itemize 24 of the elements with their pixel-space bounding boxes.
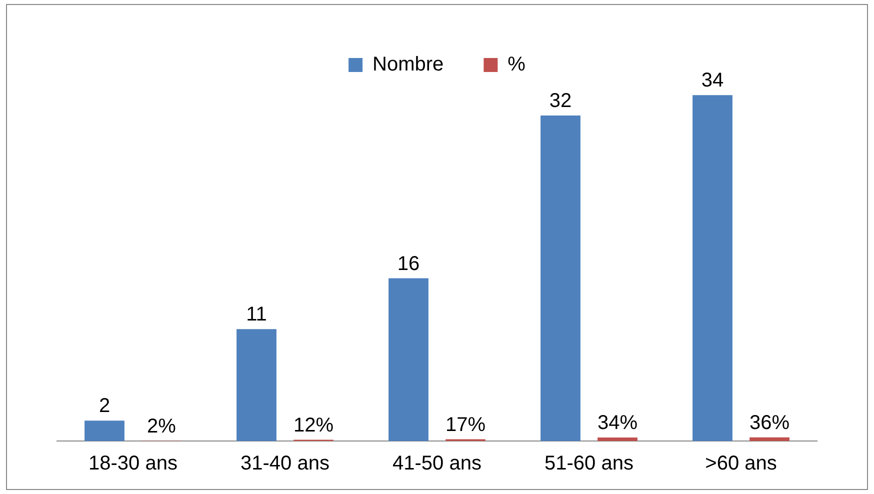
data-label: 32 [549, 90, 572, 112]
legend-label: Nombre [372, 54, 444, 76]
bar [598, 438, 638, 441]
x-tick-label: >60 ans [705, 452, 777, 475]
data-label: 17% [445, 414, 486, 436]
x-tick-label: 51-60 ans [544, 452, 634, 475]
data-label: 11 [246, 304, 267, 326]
bar [540, 116, 580, 441]
data-label: 16 [397, 252, 420, 275]
bar [84, 420, 124, 441]
bar [750, 437, 790, 441]
data-label: 36% [749, 412, 790, 434]
data-label: 2 [98, 395, 110, 418]
data-label: 34% [597, 412, 638, 434]
data-label: 34 [701, 70, 724, 92]
data-label: 2% [147, 415, 176, 438]
bar [692, 95, 732, 441]
bar [388, 278, 428, 441]
bar [236, 329, 276, 441]
x-tick-label: 31-40 ans [240, 452, 330, 475]
x-tick-label: 18-30 ans [88, 452, 178, 475]
legend-label: % [508, 54, 526, 76]
data-label: 12% [293, 414, 334, 436]
x-tick-label: 41-50 ans [392, 452, 482, 475]
